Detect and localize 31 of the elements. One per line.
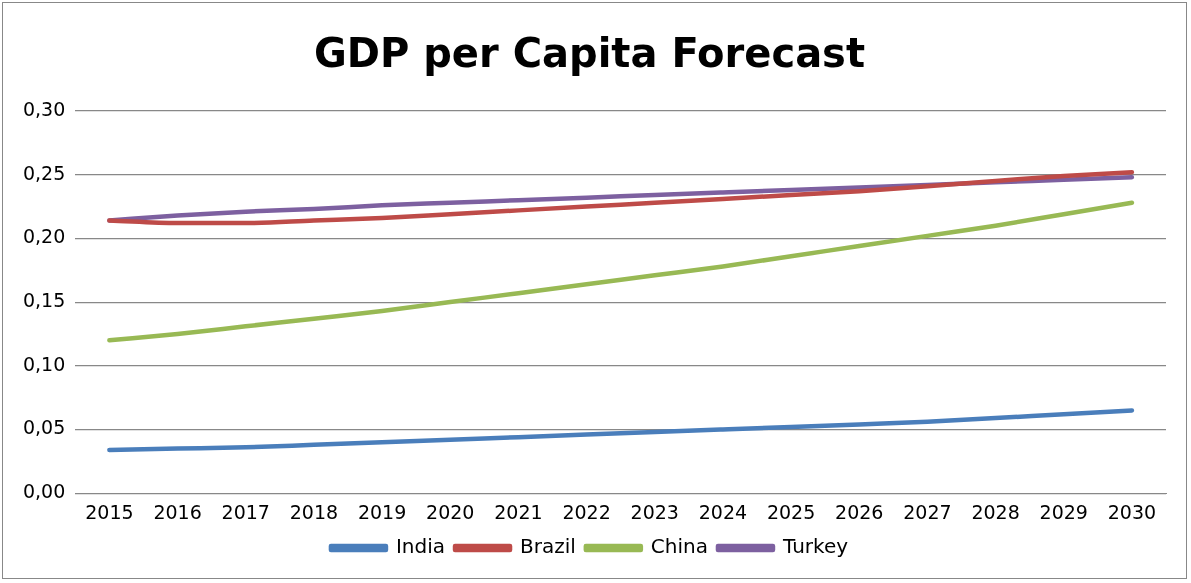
legend-label: China	[650, 534, 708, 559]
x-tick-label: 2023	[630, 500, 679, 523]
chart-title: GDP per Capita Forecast	[313, 30, 866, 77]
legend-label: Turkey	[781, 534, 849, 559]
x-tick-label: 2024	[698, 500, 748, 523]
y-tick-label: 0,15	[22, 289, 66, 312]
legend-label: India	[395, 534, 446, 559]
x-tick-label: 2015	[85, 500, 134, 523]
line-series	[107, 200, 1135, 343]
y-tick-label: 0,30	[22, 97, 66, 120]
x-tick-label: 2029	[1039, 500, 1088, 523]
legend-label: Brazil	[520, 534, 576, 559]
y-tick-label: 0,25	[22, 161, 66, 184]
x-tick-label: 2016	[153, 500, 202, 523]
x-tick-label: 2020	[426, 500, 475, 523]
x-tick-label: 2021	[494, 500, 543, 523]
y-tick-label: 0,00	[22, 480, 66, 503]
x-tick-label: 2025	[766, 500, 816, 523]
x-tick-label: 2017	[221, 500, 270, 523]
x-tick-label: 2018	[289, 500, 339, 523]
y-tick-label: 0,20	[22, 225, 66, 248]
x-tick-label: 2028	[971, 500, 1020, 523]
x-tick-label: 2019	[357, 500, 407, 523]
line-series	[107, 169, 1135, 226]
x-tick-label: 2030	[1107, 500, 1157, 523]
line-series	[107, 408, 1135, 453]
x-tick-label: 2022	[562, 500, 611, 523]
y-tick-label: 0,10	[22, 352, 66, 375]
x-tick-label: 2027	[903, 500, 952, 523]
y-tick-label: 0,05	[22, 416, 66, 439]
x-tick-label: 2026	[835, 500, 884, 523]
